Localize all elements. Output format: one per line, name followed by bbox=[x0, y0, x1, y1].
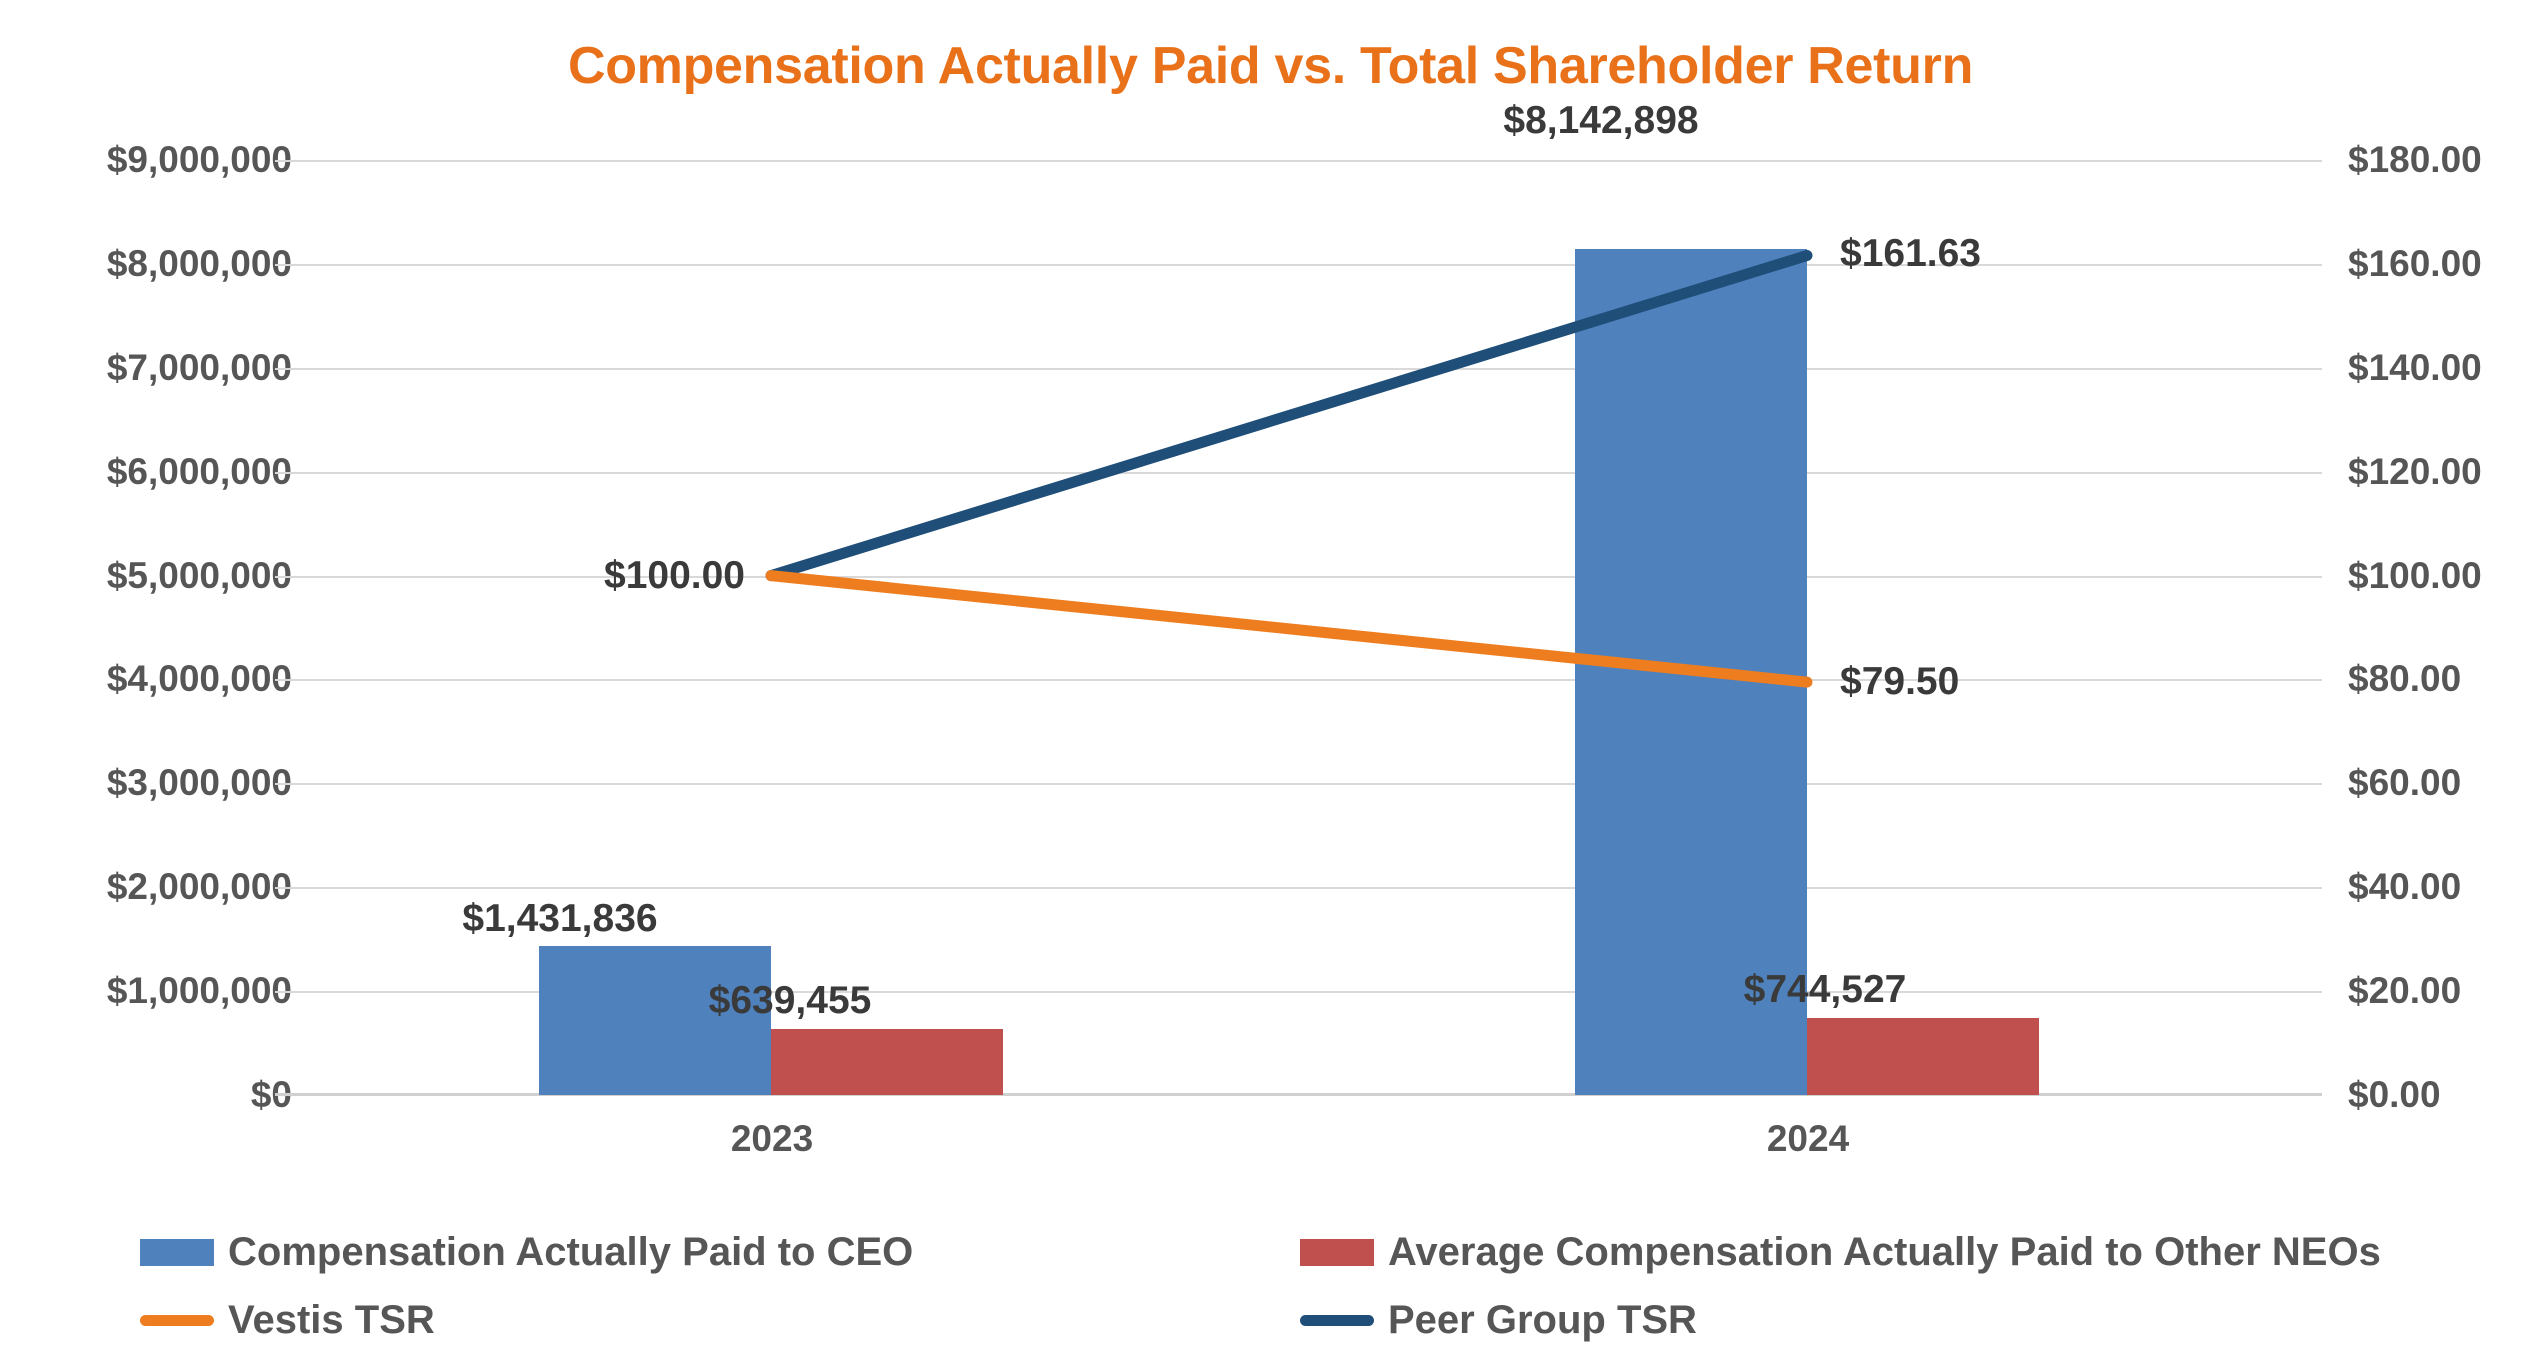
legend-item-ceo[interactable]: Compensation Actually Paid to CEO bbox=[140, 1230, 1300, 1275]
gridline bbox=[275, 991, 2322, 994]
y-axis-left-tick: $3,000,000 bbox=[106, 762, 292, 804]
y-axis-right-tick: $120.00 bbox=[2348, 450, 2482, 492]
y-axis-right-tick: $160.00 bbox=[2348, 242, 2482, 284]
y-axis-right-tick: $60.00 bbox=[2348, 762, 2462, 804]
legend-item-vestis-tsr[interactable]: Vestis TSR bbox=[140, 1298, 1300, 1343]
legend-row-1: Compensation Actually Paid to CEO Averag… bbox=[140, 1218, 2440, 1286]
y-axis-right-tick: $0.00 bbox=[2348, 1074, 2441, 1115]
legend: Compensation Actually Paid to CEO Averag… bbox=[140, 1218, 2440, 1354]
point-label-peer-2024: $161.63 bbox=[1840, 232, 1981, 275]
x-axis-tick-2024: 2024 bbox=[1766, 1118, 1850, 1159]
gridline bbox=[275, 160, 2322, 162]
legend-swatch-line-icon bbox=[140, 1314, 214, 1326]
y-axis-left-tick: $4,000,000 bbox=[106, 658, 292, 700]
x-axis-line bbox=[275, 1093, 2322, 1096]
y-axis-left-tick: $1,000,000 bbox=[106, 970, 292, 1012]
bar-label-neo-2024: $744,527 bbox=[1743, 968, 1907, 1011]
legend-label-neo: Average Compensation Actually Paid to Ot… bbox=[1388, 1229, 2381, 1274]
chart-title: Compensation Actually Paid vs. Total Sha… bbox=[567, 37, 1974, 95]
bar-label-ceo-2024: $8,142,898 bbox=[1503, 99, 1699, 142]
bar-label-ceo-2023: $1,431,836 bbox=[462, 897, 658, 940]
legend-row-2: Vestis TSR Peer Group TSR bbox=[140, 1286, 2440, 1354]
y-axis-left-tick: $7,000,000 bbox=[106, 346, 292, 388]
gridline bbox=[275, 679, 2322, 682]
point-label-vestis-2024: $79.50 bbox=[1840, 660, 1960, 703]
y-axis-right-tick: $20.00 bbox=[2348, 970, 2462, 1012]
y-axis-left-tick: $5,000,000 bbox=[106, 554, 292, 596]
y-axis-right-tick: $80.00 bbox=[2348, 658, 2462, 700]
legend-swatch-bar-icon bbox=[1300, 1238, 1374, 1266]
legend-label-vestis-tsr: Vestis TSR bbox=[228, 1297, 435, 1342]
gridline bbox=[275, 783, 2322, 786]
legend-label-ceo: Compensation Actually Paid to CEO bbox=[228, 1229, 914, 1274]
point-label-tsr-start: $100.00 bbox=[604, 554, 745, 597]
y-axis-left-tick: $0 bbox=[250, 1074, 292, 1115]
legend-swatch-line-icon bbox=[1300, 1314, 1374, 1326]
bar-label-neo-2023: $639,455 bbox=[708, 979, 872, 1022]
y-axis-left-tick: $9,000,000 bbox=[106, 139, 292, 180]
gridline bbox=[275, 887, 2322, 890]
legend-item-peer-group-tsr[interactable]: Peer Group TSR bbox=[1300, 1298, 1697, 1343]
legend-swatch-bar-icon bbox=[140, 1238, 214, 1266]
x-axis-tick-2023: 2023 bbox=[730, 1118, 814, 1159]
y-axis-left-tick: $8,000,000 bbox=[106, 242, 292, 284]
bar-ceo-2023[interactable] bbox=[539, 946, 771, 1095]
y-axis-right-tick: $100.00 bbox=[2348, 554, 2482, 596]
legend-item-neo[interactable]: Average Compensation Actually Paid to Ot… bbox=[1300, 1230, 2381, 1275]
y-axis-right-tick: $180.00 bbox=[2348, 139, 2482, 180]
y-axis-left-tick: $6,000,000 bbox=[106, 450, 292, 492]
gridline bbox=[275, 575, 2322, 578]
legend-label-peer-group-tsr: Peer Group TSR bbox=[1388, 1297, 1697, 1342]
bar-neo-2024[interactable] bbox=[1807, 1017, 2039, 1095]
plot-area bbox=[275, 160, 2322, 1096]
gridline bbox=[275, 471, 2322, 474]
y-axis-right-tick: $40.00 bbox=[2348, 866, 2462, 908]
y-axis-left-tick: $2,000,000 bbox=[106, 866, 292, 908]
gridline bbox=[275, 367, 2322, 370]
y-axis-right-tick: $140.00 bbox=[2348, 346, 2482, 388]
gridline bbox=[275, 263, 2322, 266]
bar-neo-2023[interactable] bbox=[771, 1028, 1003, 1095]
